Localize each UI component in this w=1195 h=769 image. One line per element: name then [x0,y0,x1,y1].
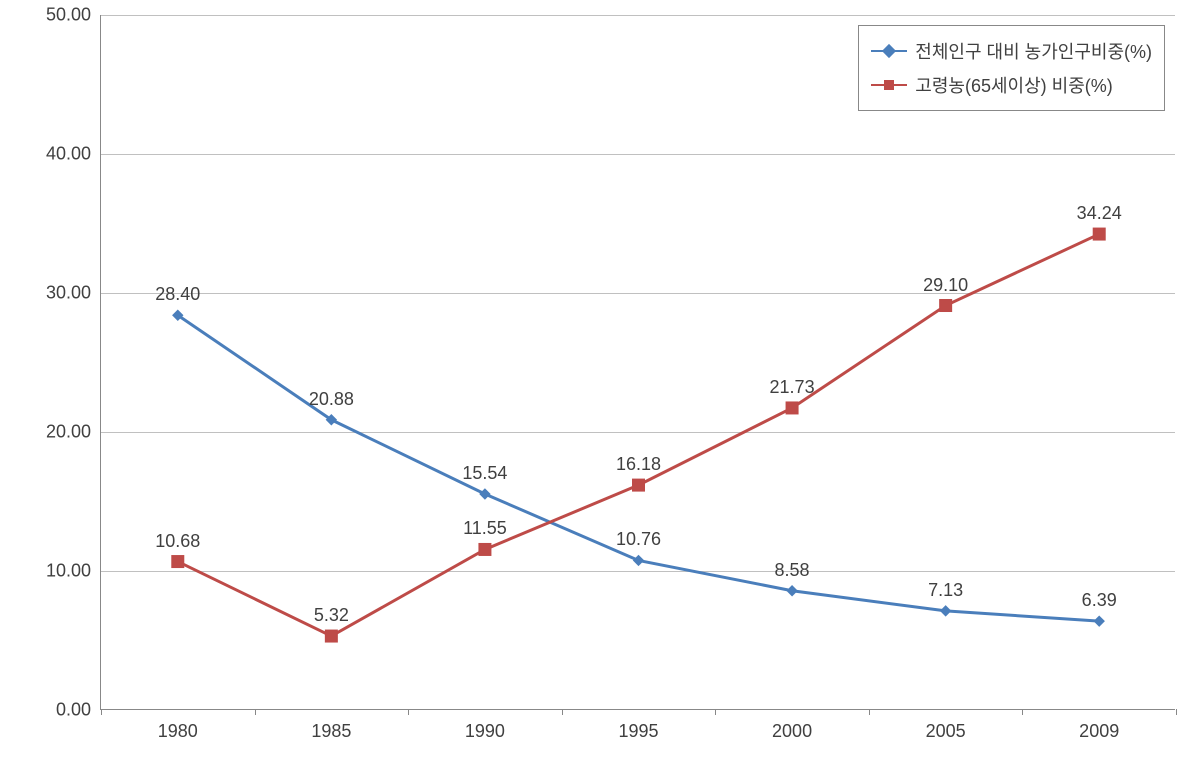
marker-elderly_farmer_ratio [940,300,952,312]
y-tick-label: 10.00 [46,561,91,582]
plot-area: 0.0010.0020.0030.0040.0050.0019801985199… [100,15,1175,710]
line-chart: 0.00 10.00 20.00 30.00 40.00 50.00 1980 1985 199… [0,0,1195,769]
y-tick-label: 30.00 [46,283,91,304]
diamond-icon [882,44,896,58]
x-tick-label: 1990 [465,721,505,742]
x-tick-label: 1980 [158,721,198,742]
chart-lines [101,15,1176,710]
data-label-farm_pop_ratio: 20.88 [309,389,354,410]
marker-farm_pop_ratio [480,489,490,499]
legend: 전체인구 대비 농가인구비중(%) 고령농(65세이상) 비중(%) [858,25,1165,111]
y-tick-label: 0.00 [56,700,91,721]
legend-item-elderly_farmer_ratio: 고령농(65세이상) 비중(%) [871,68,1152,102]
x-tick-label: 2005 [926,721,966,742]
data-label-elderly_farmer_ratio: 5.32 [314,605,349,626]
legend-label: 전체인구 대비 농가인구비중(%) [915,38,1152,64]
y-tick-label: 40.00 [46,144,91,165]
legend-swatch [871,84,907,86]
y-tick-label: 20.00 [46,422,91,443]
data-label-elderly_farmer_ratio: 21.73 [770,377,815,398]
legend-item-farm_pop_ratio: 전체인구 대비 농가인구비중(%) [871,34,1152,68]
data-label-farm_pop_ratio: 15.54 [462,463,507,484]
y-tick-label: 50.00 [46,5,91,26]
data-label-elderly_farmer_ratio: 11.55 [463,518,507,539]
data-label-elderly_farmer_ratio: 16.18 [616,454,661,475]
marker-elderly_farmer_ratio [325,630,337,642]
square-icon [884,80,894,90]
data-label-elderly_farmer_ratio: 10.68 [155,531,200,552]
x-tick-label: 2009 [1079,721,1119,742]
data-label-farm_pop_ratio: 8.58 [775,560,810,581]
x-tick-label: 1995 [618,721,658,742]
marker-farm_pop_ratio [634,555,644,565]
marker-farm_pop_ratio [941,606,951,616]
marker-elderly_farmer_ratio [172,556,184,568]
data-label-farm_pop_ratio: 7.13 [928,580,963,601]
data-label-elderly_farmer_ratio: 29.10 [923,275,968,296]
legend-swatch [871,50,907,52]
legend-label: 고령농(65세이상) 비중(%) [915,72,1112,98]
marker-farm_pop_ratio [1094,616,1104,626]
data-label-farm_pop_ratio: 28.40 [155,284,200,305]
data-label-farm_pop_ratio: 6.39 [1082,590,1117,611]
x-tick-label: 1985 [311,721,351,742]
x-tick-mark [1176,709,1177,715]
data-label-farm_pop_ratio: 10.76 [616,529,661,550]
marker-elderly_farmer_ratio [479,543,491,555]
marker-farm_pop_ratio [787,586,797,596]
marker-elderly_farmer_ratio [786,402,798,414]
x-tick-label: 2000 [772,721,812,742]
data-label-elderly_farmer_ratio: 34.24 [1077,203,1122,224]
marker-elderly_farmer_ratio [633,479,645,491]
marker-elderly_farmer_ratio [1093,228,1105,240]
